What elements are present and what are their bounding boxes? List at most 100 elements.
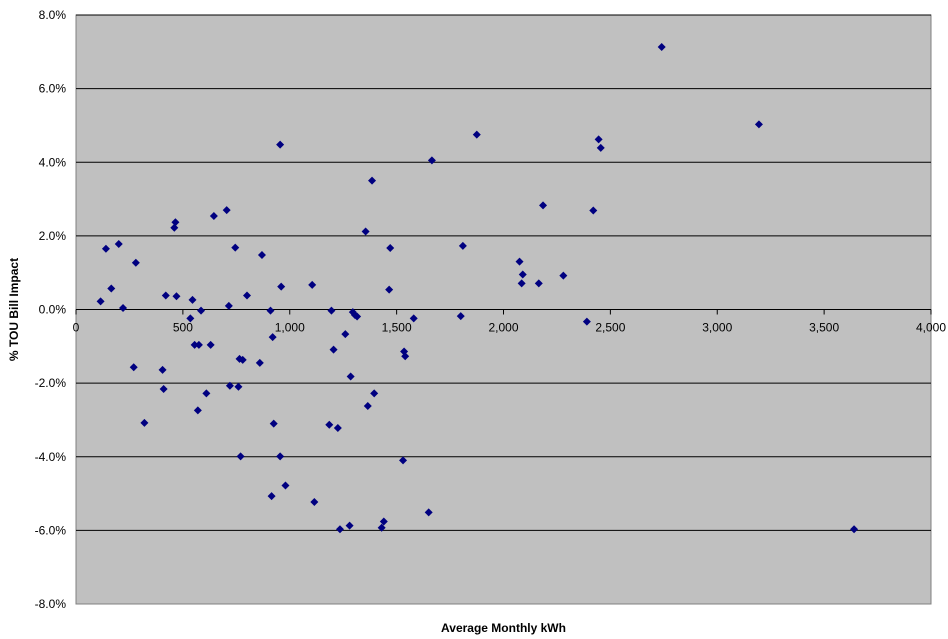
data-point — [159, 385, 168, 394]
data-point — [209, 211, 218, 220]
data-point — [517, 279, 526, 288]
data-point — [222, 206, 231, 215]
y-tick-label: 0.0% — [39, 303, 67, 317]
data-point — [224, 301, 233, 310]
data-point — [202, 389, 211, 398]
data-point — [850, 525, 859, 534]
data-point — [539, 201, 548, 210]
data-point — [269, 419, 278, 428]
y-tick-label: -8.0% — [35, 597, 67, 611]
data-point — [234, 382, 243, 391]
data-point — [161, 291, 170, 300]
data-point — [107, 284, 116, 293]
data-point — [101, 244, 110, 253]
data-point — [657, 43, 666, 52]
data-point — [409, 314, 418, 323]
data-point — [596, 143, 605, 152]
x-tick-label: 4,000 — [916, 321, 946, 335]
data-point — [266, 306, 275, 315]
data-point — [236, 452, 245, 461]
gridlines — [76, 14, 931, 531]
x-tick-label: 500 — [173, 321, 193, 335]
x-tick-labels: 0 500 1,000 1,500 2,000 2,500 3,000 3,500 4,000 — [73, 321, 947, 335]
data-point — [456, 312, 465, 321]
data-point — [341, 330, 350, 339]
x-axis — [75, 309, 932, 315]
y-tick-label: 4.0% — [39, 155, 67, 169]
x-tick-label: 1,500 — [382, 321, 412, 335]
data-point — [308, 280, 317, 289]
data-point — [193, 406, 202, 415]
y-tick-label: -6.0% — [35, 523, 67, 537]
data-point — [194, 340, 203, 349]
x-tick-label: 1,000 — [275, 321, 305, 335]
data-point — [257, 251, 266, 260]
data-point — [190, 340, 199, 349]
data-point — [119, 304, 128, 313]
data-point — [158, 365, 167, 374]
data-point — [327, 306, 336, 315]
data-point — [225, 381, 234, 390]
x-axis-title: Average Monthly kWh — [441, 621, 566, 635]
data-point — [401, 352, 410, 361]
data-point — [281, 481, 290, 490]
data-point — [386, 244, 395, 253]
data-point — [353, 312, 362, 321]
data-point — [170, 223, 179, 232]
y-tick-label: 2.0% — [39, 229, 67, 243]
data-point — [114, 239, 123, 248]
data-point — [267, 492, 276, 501]
data-point — [361, 227, 370, 236]
y-tick-label: -2.0% — [35, 376, 67, 390]
data-point — [582, 317, 591, 326]
data-point — [458, 241, 467, 250]
data-point — [335, 525, 344, 534]
data-point — [534, 279, 543, 288]
data-point — [129, 363, 138, 372]
data-point — [472, 130, 481, 139]
x-tick-label: 2,000 — [488, 321, 518, 335]
data-point — [140, 418, 149, 427]
data-point — [96, 297, 105, 306]
data-point — [268, 333, 277, 342]
data-point — [172, 292, 181, 301]
data-point — [370, 389, 379, 398]
y-tick-label: 8.0% — [39, 8, 67, 22]
data-point — [243, 291, 251, 300]
data-point — [379, 517, 388, 526]
data-point — [399, 456, 408, 465]
data-point — [206, 340, 215, 349]
data-points — [96, 43, 859, 534]
data-point — [333, 424, 342, 433]
data-point — [329, 345, 338, 354]
data-point — [310, 498, 319, 507]
data-point — [589, 206, 598, 215]
data-point — [345, 521, 354, 530]
data-point — [515, 257, 524, 266]
data-point — [276, 452, 285, 461]
x-tick-label: 0 — [73, 321, 80, 335]
data-point — [276, 140, 285, 149]
data-point — [427, 156, 436, 165]
data-point — [255, 358, 264, 367]
data-point — [171, 218, 180, 227]
data-point — [363, 401, 372, 410]
y-tick-labels: -8.0% -6.0% -4.0% -2.0% 0.0% 2.0% 4.0% 6.0% 8.0% — [35, 8, 67, 611]
data-point — [377, 523, 386, 532]
x-tick-label: 3,000 — [702, 321, 732, 335]
y-axis-title: % TOU Bill Impact — [7, 258, 21, 361]
y-tick-label: 6.0% — [39, 82, 67, 96]
data-point — [368, 176, 377, 185]
data-point — [559, 271, 568, 280]
data-point — [754, 120, 763, 129]
data-point — [424, 508, 433, 517]
data-point — [594, 135, 603, 144]
data-point — [186, 314, 195, 323]
data-point — [385, 285, 394, 294]
x-tick-label: 3,500 — [809, 321, 839, 335]
data-point — [197, 306, 206, 315]
data-point — [188, 295, 197, 304]
data-point — [131, 258, 140, 267]
x-tick-label: 2,500 — [595, 321, 625, 335]
